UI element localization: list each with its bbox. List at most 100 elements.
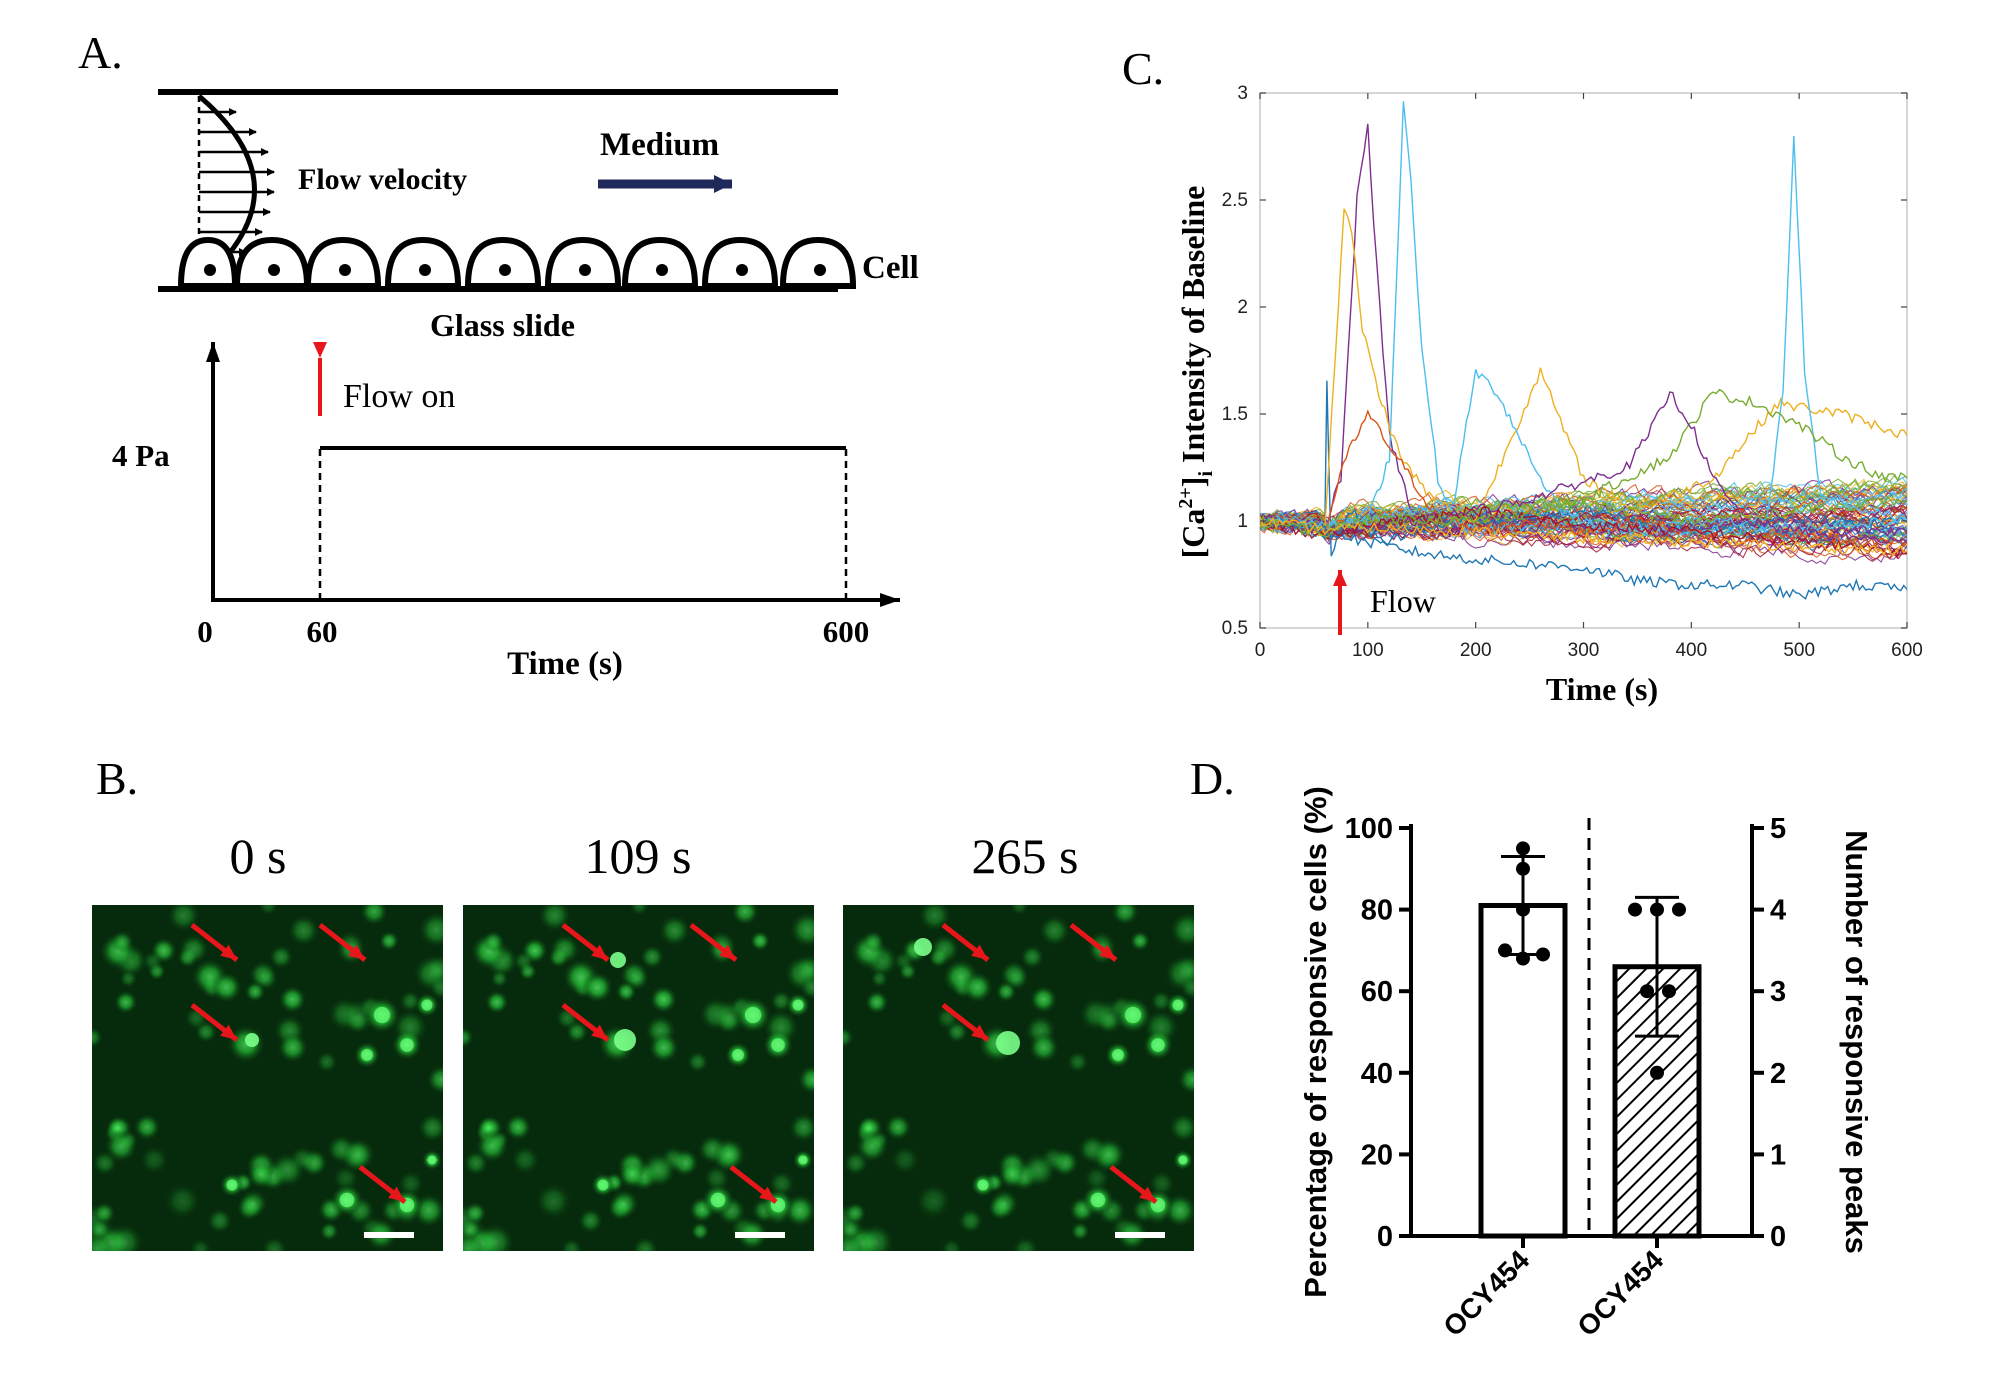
fluorescent-cell <box>1020 1151 1056 1187</box>
fluorescent-cell <box>1129 930 1151 952</box>
fluorescent-cell <box>549 933 580 965</box>
responding-cell-arrow-icon <box>318 923 367 962</box>
right-tick-label: 4 <box>1770 895 1786 927</box>
fluorescent-cell <box>268 944 294 970</box>
fluorescent-cell <box>535 1182 572 1220</box>
scale-bar <box>1115 1232 1165 1238</box>
response-trace <box>1260 409 1907 549</box>
fluorescent-cell <box>648 1032 680 1063</box>
fluorescent-cell <box>164 1182 201 1220</box>
timeline-tick-label: 60 <box>307 614 338 649</box>
left-tick-label: 60 <box>1361 976 1393 1008</box>
cell-icon <box>233 236 311 289</box>
y-tick-label: 1 <box>1237 511 1248 532</box>
responding-cell-arrow-icon <box>561 1003 610 1042</box>
cell-label: Cell <box>862 250 919 286</box>
fluorescent-cell <box>1066 1050 1089 1073</box>
fluorescent-cell <box>995 981 1017 1003</box>
response-trace <box>1260 516 1907 600</box>
response-trace <box>1260 391 1907 545</box>
adherent-cells <box>177 236 857 289</box>
fluorescent-cell <box>378 930 400 952</box>
fluorescent-cell <box>277 1032 309 1063</box>
frame-time-label: 265 s <box>972 828 1079 884</box>
frame-time-label: 109 s <box>585 828 692 884</box>
fluorescent-cell <box>862 930 885 953</box>
y-tick-label: 1.5 <box>1222 404 1248 425</box>
x-tick-label: 500 <box>1783 640 1815 661</box>
fluorescent-cell <box>690 1221 710 1241</box>
fluorescent-cell <box>731 905 760 926</box>
cell-icon <box>464 236 542 289</box>
flow-chamber-schematic: Flow velocity Medium Cell Glass slide <box>158 89 919 343</box>
baseline-trace <box>1260 490 1907 537</box>
left-tick-label: 0 <box>1377 1221 1393 1253</box>
fluorescent-cell <box>1169 911 1194 948</box>
responding-cell-arrow-icon <box>358 1165 407 1204</box>
stress-timeline-chart: Flow on 4 Pa 0 60 600 Time (s) <box>112 342 900 682</box>
fluorescent-cell-core <box>744 1006 762 1024</box>
scale-bar <box>735 1232 785 1238</box>
data-point <box>1662 984 1676 999</box>
fluorescent-cell <box>581 971 614 1003</box>
panel-c-label: C. <box>1122 43 1164 94</box>
left-axis-title: Percentage of responsive cells (%) <box>1298 786 1333 1298</box>
fluorescent-cell <box>1019 944 1045 970</box>
fluorescent-cell-core <box>339 1192 355 1208</box>
responding-cell-arrow-icon <box>689 923 738 962</box>
category-label: OCY454 <box>1437 1244 1535 1342</box>
fluorescent-cell <box>464 1201 487 1225</box>
fluorescent-cell <box>957 1208 984 1234</box>
data-point <box>1516 861 1530 876</box>
fluorescent-cell <box>476 1223 515 1251</box>
fluorescent-cell <box>1009 905 1030 916</box>
fluorescent-cell <box>139 1145 169 1175</box>
panel-b: B. 0 s 109 s 265 s <box>92 753 1194 1251</box>
fluorescent-cell-core <box>226 1179 238 1191</box>
fluorescent-cell <box>1174 953 1194 985</box>
fluorescent-cell <box>686 1050 709 1073</box>
fluorescent-cell <box>133 1113 161 1141</box>
x-tick-label: 600 <box>1891 640 1923 661</box>
fluorescent-cell <box>843 1232 864 1251</box>
fluorescent-cell <box>475 1129 509 1163</box>
fluorescent-cell <box>640 1151 676 1187</box>
fluorescent-cell <box>1177 1064 1194 1095</box>
data-point <box>1650 1065 1664 1080</box>
flow-on-label: Flow on <box>343 378 455 415</box>
fluorescent-cell <box>463 1026 474 1049</box>
responding-cell-arrow-icon <box>1069 923 1118 962</box>
scale-bar <box>364 1232 414 1238</box>
y-tick-label: 2.5 <box>1222 190 1248 211</box>
cell-icon <box>304 236 382 289</box>
fluorescent-cell <box>797 1064 814 1095</box>
fluorescent-cell-core <box>1172 999 1184 1011</box>
responding-cell-arrow-icon <box>561 923 610 962</box>
fluorescent-cell <box>629 905 650 916</box>
response-trace <box>1260 506 1907 560</box>
fluorescent-cell <box>1028 1032 1060 1063</box>
x-tick-label: 200 <box>1460 640 1492 661</box>
fluorescent-cell <box>712 1137 747 1172</box>
fluorescent-cell <box>258 905 279 916</box>
fluorescent-cell <box>870 969 889 988</box>
fluorescent-cell <box>189 1238 212 1251</box>
y-tick-label: 0.5 <box>1222 618 1248 639</box>
panel-a-label: A. <box>78 27 123 78</box>
fluorescent-cell <box>856 1223 895 1251</box>
flow-label: Flow <box>1370 583 1436 619</box>
right-tick-label: 0 <box>1770 1221 1786 1253</box>
fluorescent-cell <box>1070 1221 1090 1241</box>
x-tick-label: 300 <box>1568 640 1600 661</box>
cell-icon <box>779 236 857 289</box>
fluorescent-cell <box>360 905 389 926</box>
fluorescent-cell <box>418 911 443 948</box>
fluorescent-cell-core <box>361 1049 373 1061</box>
responding-cell <box>610 952 626 968</box>
fluorescent-cell <box>510 1145 540 1175</box>
micrograph-frame <box>843 905 1194 1251</box>
fluorescent-cell <box>247 1160 275 1189</box>
right-tick-label: 2 <box>1770 1058 1786 1090</box>
cell-icon <box>701 236 779 289</box>
